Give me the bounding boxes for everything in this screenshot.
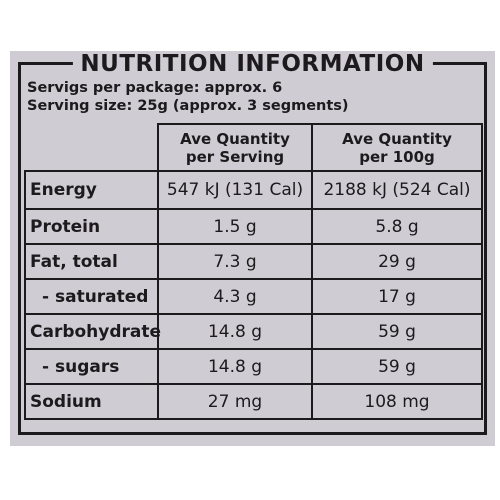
row-label: - saturated xyxy=(24,278,159,315)
row-per-100g: 108 mg xyxy=(311,383,483,420)
panel-title: NUTRITION INFORMATION xyxy=(72,51,433,77)
header-per-serving: Ave Quantity per Serving xyxy=(157,123,313,172)
row-per-serving: 4.3 g xyxy=(157,278,313,315)
table-row: - saturated 4.3 g 17 g xyxy=(24,278,483,315)
table-row: Protein 1.5 g 5.8 g xyxy=(24,208,483,245)
header-per-100g-line1: Ave Quantity xyxy=(342,129,452,148)
header-per-serving-line2: per Serving xyxy=(185,147,285,166)
row-per-serving: 7.3 g xyxy=(157,243,313,280)
table-row: - sugars 14.8 g 59 g xyxy=(24,348,483,385)
row-per-serving: 14.8 g xyxy=(157,348,313,385)
row-per-100g: 2188 kJ (524 Cal) xyxy=(311,170,483,210)
row-label: Energy xyxy=(24,170,159,210)
row-per-100g: 17 g xyxy=(311,278,483,315)
row-label: Carbohydrate xyxy=(24,313,161,350)
table-row: Energy 547 kJ (131 Cal) 2188 kJ (524 Cal… xyxy=(24,170,483,210)
table-row: Fat, total 7.3 g 29 g xyxy=(24,243,483,280)
nutrition-panel: NUTRITION INFORMATION Servigs per packag… xyxy=(10,51,495,446)
row-per-100g: 59 g xyxy=(311,348,483,385)
header-per-serving-line1: Ave Quantity xyxy=(180,129,290,148)
row-per-100g: 29 g xyxy=(311,243,483,280)
row-per-serving: 1.5 g xyxy=(157,208,313,245)
row-label: Sodium xyxy=(24,383,159,420)
row-per-serving: 27 mg xyxy=(157,383,313,420)
header-blank-cell xyxy=(25,124,159,172)
row-label: Protein xyxy=(24,208,159,245)
header-per-100g-line2: per 100g xyxy=(359,147,435,166)
table-header-row: Ave Quantity per Serving Ave Quantity pe… xyxy=(25,123,483,172)
row-label: - sugars xyxy=(24,348,159,385)
row-per-100g: 5.8 g xyxy=(311,208,483,245)
row-per-serving: 547 kJ (131 Cal) xyxy=(157,170,313,210)
row-label: Fat, total xyxy=(24,243,159,280)
row-per-100g: 59 g xyxy=(311,313,483,350)
header-per-100g: Ave Quantity per 100g xyxy=(311,123,483,172)
nutrition-table: Ave Quantity per Serving Ave Quantity pe… xyxy=(24,123,483,420)
serving-size: Serving size: 25g (approx. 3 segments) xyxy=(27,98,349,114)
table-row: Carbohydrate 14.8 g 59 g xyxy=(24,313,483,350)
table-row: Sodium 27 mg 108 mg xyxy=(24,383,483,420)
servings-per-package: Servigs per package: approx. 6 xyxy=(27,80,283,96)
row-per-serving: 14.8 g xyxy=(157,313,313,350)
nutrition-frame: NUTRITION INFORMATION Servigs per packag… xyxy=(18,51,487,435)
